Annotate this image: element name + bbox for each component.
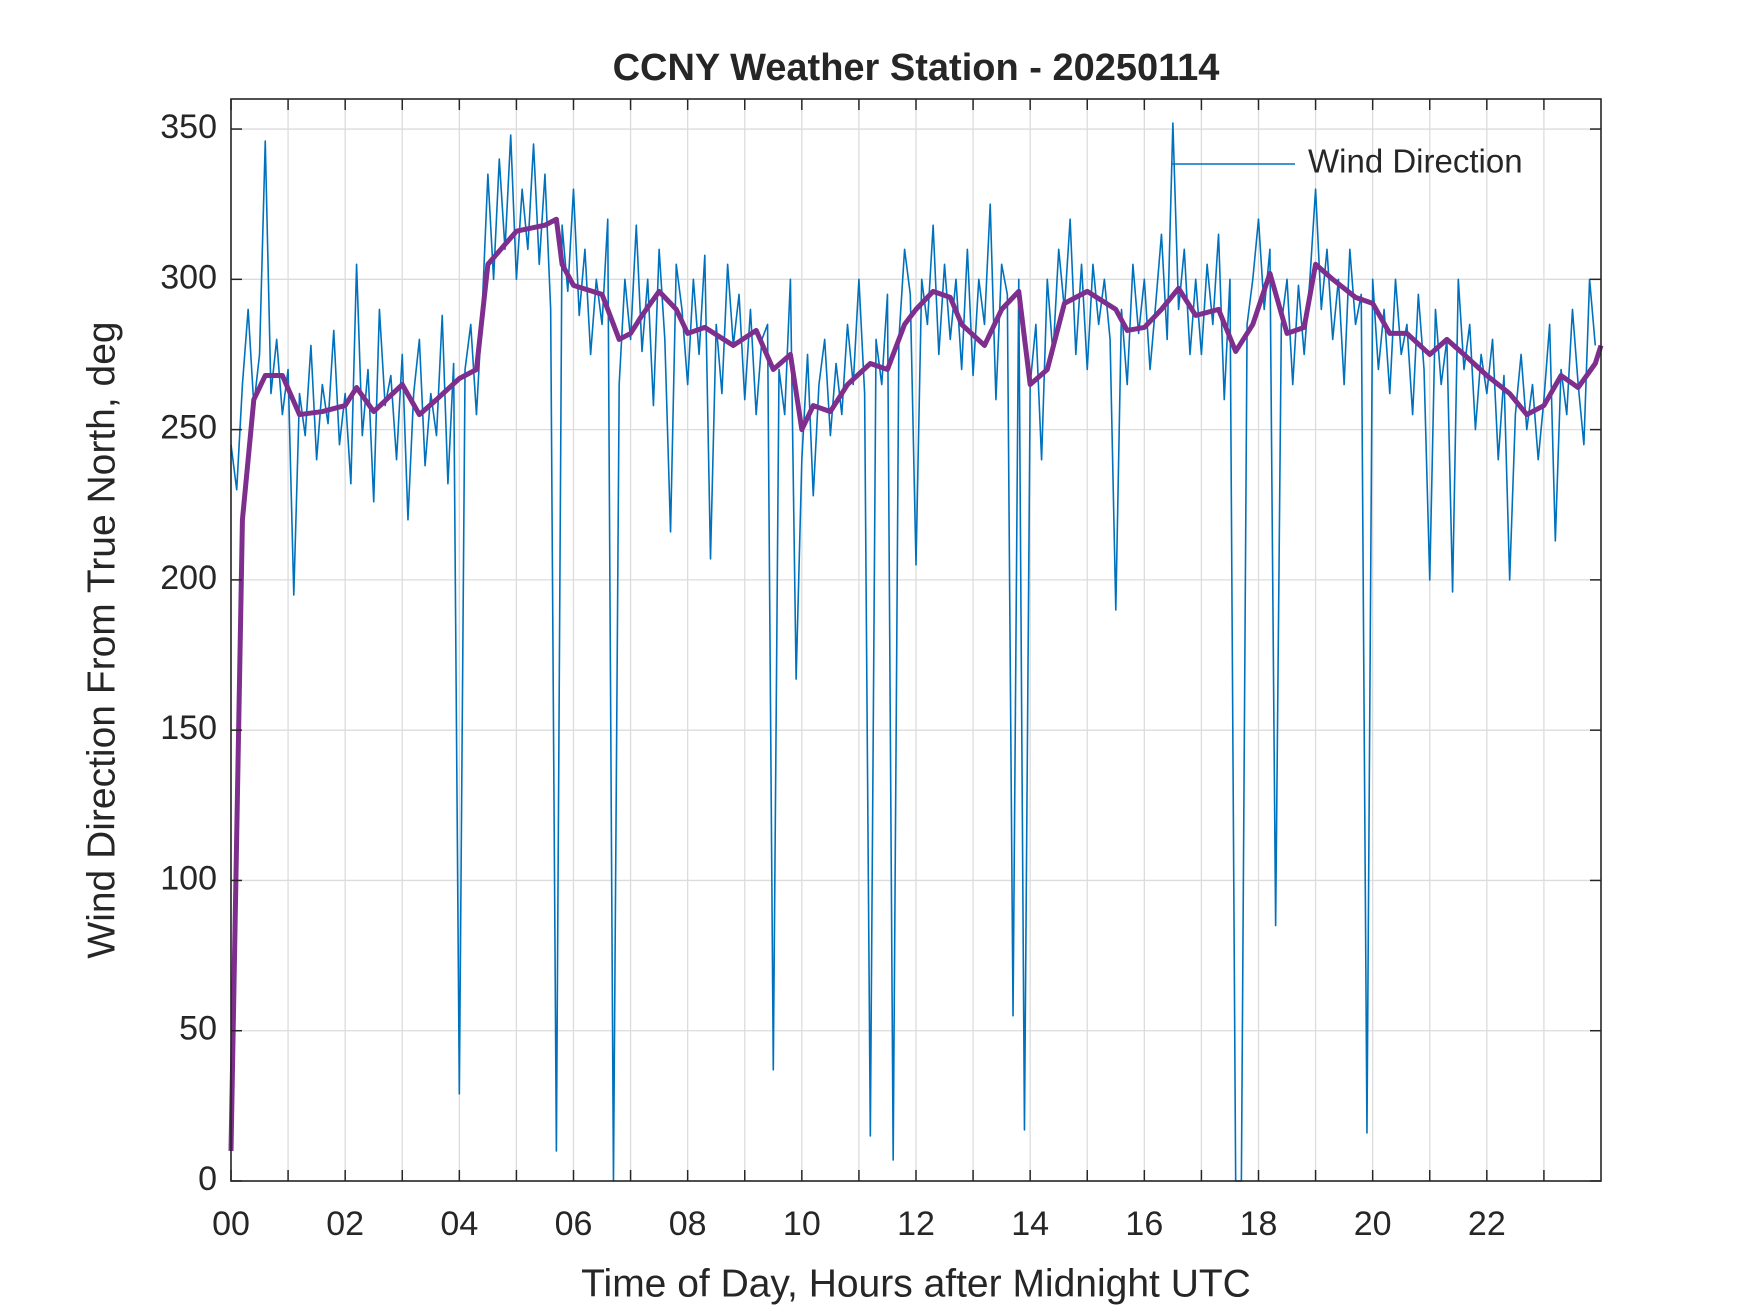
x-tick-label: 06	[555, 1205, 593, 1243]
x-tick-label: 00	[212, 1205, 250, 1243]
y-tick-label: 150	[160, 709, 217, 747]
y-tick-label: 250	[160, 409, 217, 447]
legend-label: Wind Direction	[1308, 143, 1523, 180]
x-tick-label: 12	[897, 1205, 935, 1243]
x-tick-label: 10	[783, 1205, 821, 1243]
data-line	[228, 216, 1604, 1151]
x-tick-label: 04	[440, 1205, 478, 1243]
data-line	[230, 122, 1597, 1182]
x-tick-label: 08	[669, 1205, 707, 1243]
y-tick-label: 350	[160, 108, 217, 146]
y-tick-label: 0	[198, 1160, 217, 1198]
x-axis-label: Time of Day, Hours after Midnight UTC	[581, 1262, 1251, 1305]
chart-title: CCNY Weather Station - 20250114	[613, 47, 1220, 89]
y-tick-label: 100	[160, 859, 217, 897]
x-tick-label: 18	[1240, 1205, 1278, 1243]
y-tick-label: 300	[160, 258, 217, 296]
x-tick-label: 22	[1468, 1205, 1506, 1243]
y-tick-label: 200	[160, 559, 217, 597]
y-axis-label: Wind Direction From True North, deg	[80, 321, 123, 958]
x-tick-label: 14	[1011, 1205, 1049, 1243]
y-tick-label: 50	[179, 1010, 217, 1048]
x-tick-label: 02	[326, 1205, 364, 1243]
x-tick-label: 20	[1354, 1205, 1392, 1243]
x-tick-label: 16	[1125, 1205, 1163, 1243]
